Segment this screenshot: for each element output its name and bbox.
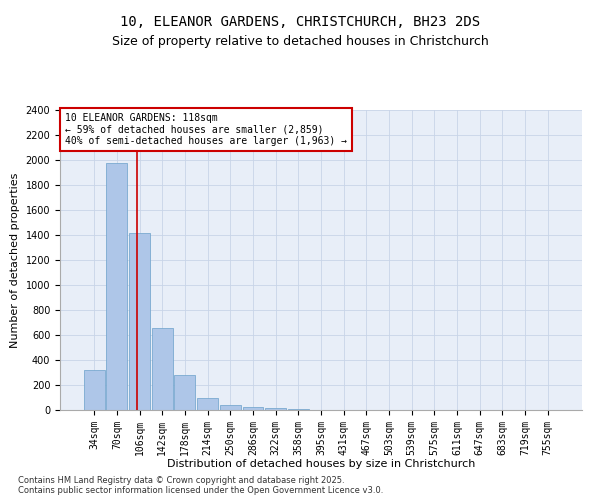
Bar (220, 405, 241, 410)
Text: 10 ELEANOR GARDENS: 118sqm
← 59% of detached houses are smaller (2,859)
40% of s: 10 ELEANOR GARDENS: 118sqm ← 59% of deta… (65, 113, 347, 146)
Y-axis label: Number of detached properties: Number of detached properties (10, 172, 20, 348)
Bar (175, 375, 196, 410)
Bar (288, 409, 309, 410)
Bar (106, 162, 127, 410)
Text: Contains HM Land Registry data © Crown copyright and database right 2025.
Contai: Contains HM Land Registry data © Crown c… (18, 476, 383, 495)
Text: Size of property relative to detached houses in Christchurch: Size of property relative to detached ho… (112, 35, 488, 48)
Bar (152, 328, 173, 410)
Bar (129, 232, 150, 410)
Bar (84, 370, 104, 410)
Bar (197, 398, 218, 410)
Bar (242, 406, 263, 410)
Bar (265, 408, 286, 410)
Text: 10, ELEANOR GARDENS, CHRISTCHURCH, BH23 2DS: 10, ELEANOR GARDENS, CHRISTCHURCH, BH23 … (120, 15, 480, 29)
X-axis label: Distribution of detached houses by size in Christchurch: Distribution of detached houses by size … (167, 459, 475, 469)
